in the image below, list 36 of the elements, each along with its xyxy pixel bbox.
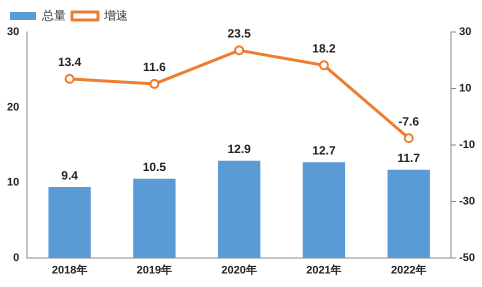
y-tick-label: 20	[6, 101, 20, 114]
data-label: 9.4	[61, 168, 78, 182]
data-label: 18.2	[312, 42, 336, 56]
y-tick-label: 30	[6, 26, 20, 38]
x-tick-label: 2021年	[306, 263, 342, 276]
legend-label: 增速	[103, 8, 128, 22]
bar	[302, 162, 346, 258]
y2-tick-label: 30	[459, 26, 472, 38]
y-tick-label: 10	[6, 176, 20, 189]
x-tick-label: 2020年	[221, 263, 257, 276]
y2-tick-label: 10	[459, 82, 472, 94]
x-tick-label: 2018年	[52, 263, 88, 276]
point	[318, 60, 329, 70]
point	[64, 74, 75, 84]
data-label: 12.7	[312, 144, 336, 158]
data-label: 11.6	[143, 60, 166, 74]
bar	[218, 160, 260, 258]
data-label: -7.6	[398, 114, 420, 128]
y-tick-label: 0	[13, 252, 20, 264]
y2-tick-label: -30	[459, 195, 476, 208]
x-tick-label: 2019年	[136, 263, 172, 276]
bar	[48, 187, 91, 258]
data-label: 23.5	[227, 26, 252, 41]
data-label: 10.5	[142, 160, 166, 174]
data-label: 11.7	[397, 151, 420, 166]
y2-tick-label: -10	[459, 138, 476, 151]
bar	[133, 178, 176, 258]
point	[149, 78, 160, 89]
x-tick-label: 2022年	[390, 263, 426, 276]
point	[234, 45, 244, 56]
data-label: 12.9	[227, 142, 252, 156]
data-label: 13.4	[58, 55, 82, 70]
legend-label: 总量	[41, 8, 66, 22]
y2-tick-label: -50	[459, 252, 476, 264]
point	[404, 133, 414, 144]
bar	[388, 170, 430, 258]
